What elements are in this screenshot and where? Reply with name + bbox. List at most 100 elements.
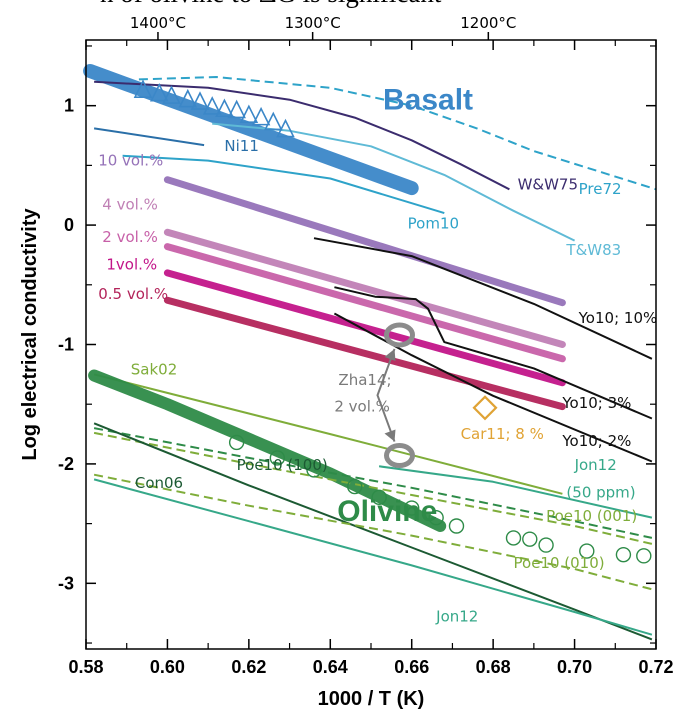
series-line-poe10-010 [93,473,653,591]
label-yo10-10: Yo10; 10% [578,309,658,327]
label-w-w75: W&W75 [518,175,578,193]
series-line-2-vol [163,243,566,363]
series-line-4-vol [163,228,566,348]
y-tick-label: -3 [58,573,74,593]
series-line-pre72 [138,76,657,191]
label-ni11: Ni11 [224,137,258,155]
series-line-w-w75 [94,80,510,191]
series-line-poe10-001 [93,431,653,545]
olivine-circle-marker [505,530,522,546]
label-poe10-010: Poe10 (010) [514,554,605,572]
label-10-vol: 10 vol.% [98,151,163,169]
series-line-sak02 [93,373,563,495]
olivine-circle-marker [371,489,387,506]
olivine-circle-marker [522,531,538,547]
label-1vol: 1vol.% [106,255,157,273]
series-line-jon12 [93,478,653,636]
x-tick-label: 0.60 [150,657,185,677]
basalt-triangle-marker [227,99,246,119]
series-line-yo10-3 [334,286,653,420]
x-axis-label: 1000 / T (K) [318,688,425,710]
label-car11-8: Car11; 8 % [461,425,544,443]
basalt-triangle-marker [263,111,283,131]
series-line-10-vol [163,176,566,307]
label-0-5-vol: 0.5 vol.% [98,285,168,303]
x-tick-label: 0.72 [638,657,673,677]
label-4-vol: 4 vol.% [102,196,158,214]
series-line-poe10-100 [93,427,653,539]
basalt-triangle-marker [178,88,198,108]
top-tick-label: 1300°C [285,14,341,32]
basalt-triangle-marker [202,96,222,115]
label-zha14: Zha14; [338,371,391,389]
basalt-triangle-marker [190,91,210,110]
label-2-vol: 2 vol.% [102,228,158,246]
label-jon12: Jon12 [574,456,617,474]
top-tick-label: 1400°C [130,14,186,32]
y-tick-label: -2 [58,454,74,474]
y-tick-label: -1 [58,335,74,355]
label-50-ppm: (50 ppm) [566,483,635,501]
top-tick-label: 1200°C [460,14,516,32]
olivine-circle-marker [269,450,286,466]
caption-fragment: n of olivine to ΔG is significant [0,0,677,18]
axes: 0.58 0.60 0.62 0.64 0.66 0.68 0.70 0.72 1 0 -1 -2 -3… [58,14,674,677]
label-sak02: Sak02 [131,360,178,378]
x-tick-label: 0.68 [476,657,511,677]
label-t-w83: T&W83 [565,241,621,259]
x-tick-label: 0.70 [557,657,592,677]
zha14-ring-marker [384,443,415,469]
series-line-yo10-2 [333,312,653,463]
car11-diamond-marker [472,395,498,421]
series-line-0-5-vol [163,296,566,411]
x-tick-label: 0.64 [313,657,348,677]
basalt-triangle-marker [215,98,234,118]
basalt-triangle-marker [162,85,181,104]
zha14-ring-marker [384,322,415,348]
label-pre72: Pre72 [579,180,622,198]
basalt-triangle-marker [133,79,153,98]
series-line-ni11 [93,127,205,147]
caption-text: n of olivine to ΔG is significant [100,0,441,9]
series-labels: Basalt Olivine Ni11 W&W75 Pre72 Pom10 T&W83 10 … [98,83,657,625]
y-axis-label: Log electrical conductivity [19,207,41,460]
olivine-circle-marker [636,548,652,564]
label-2-vol: 2 vol.% [334,397,390,415]
series-line-pom10 [122,154,445,215]
basalt-triangle-marker [149,82,169,102]
zha14-arrow-line [376,348,396,442]
series-line-1vol [163,269,566,387]
series-line-jon12-50-ppm [378,465,653,519]
y-tick-label: 1 [64,96,74,116]
basalt-triangle-marker [251,106,271,126]
olivine-circle-marker [448,518,465,534]
olivine-circle-marker [228,434,245,451]
label-poe10-001: Poe10 (001) [546,507,637,525]
olivine-circle-marker [615,546,632,563]
olivine-circle-marker [538,537,554,553]
series-line-yo10-10 [313,237,653,360]
series-lines [83,64,657,641]
basalt-triangle-marker [276,118,295,138]
olivine-circle-marker [347,478,363,495]
x-tick-label: 0.62 [231,657,266,677]
olivine-circle-marker [579,543,595,559]
label-olivine: Olivine [337,495,437,528]
x-tick-label: 0.66 [394,657,429,677]
basalt-triangle-marker [239,104,259,124]
zha14-arrowhead-down [384,429,396,442]
label-basalt: Basalt [383,83,473,116]
label-con06: Con06 [135,474,183,492]
olivine-circle-marker [306,462,322,478]
series-line-olivine [88,369,447,532]
y-tick-label: 0 [64,215,74,235]
label-yo10-3: Yo10; 3% [561,394,631,412]
label-yo10-2: Yo10; 2% [561,432,631,450]
label-pom10: Pom10 [408,215,459,233]
markers [133,79,652,564]
olivine-circle-marker [428,509,444,526]
x-tick-label: 0.58 [68,657,103,677]
series-line-con06 [93,422,653,641]
label-jon12: Jon12 [435,608,478,626]
